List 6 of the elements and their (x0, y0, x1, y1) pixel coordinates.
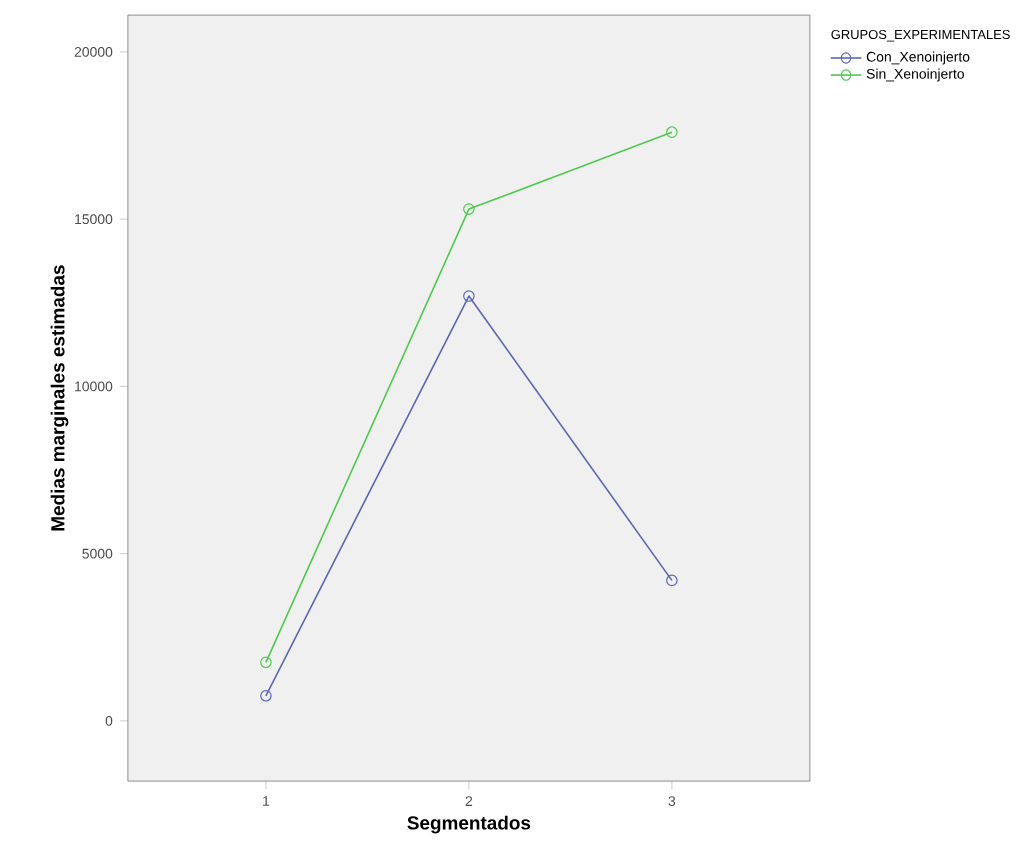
point (666, 574, 678, 587)
point (463, 203, 475, 215)
x-axis-title: Segmentados (407, 815, 531, 834)
y-axis-title: Medias marginales estimadas (50, 265, 69, 531)
point (666, 126, 678, 138)
point (463, 290, 475, 302)
